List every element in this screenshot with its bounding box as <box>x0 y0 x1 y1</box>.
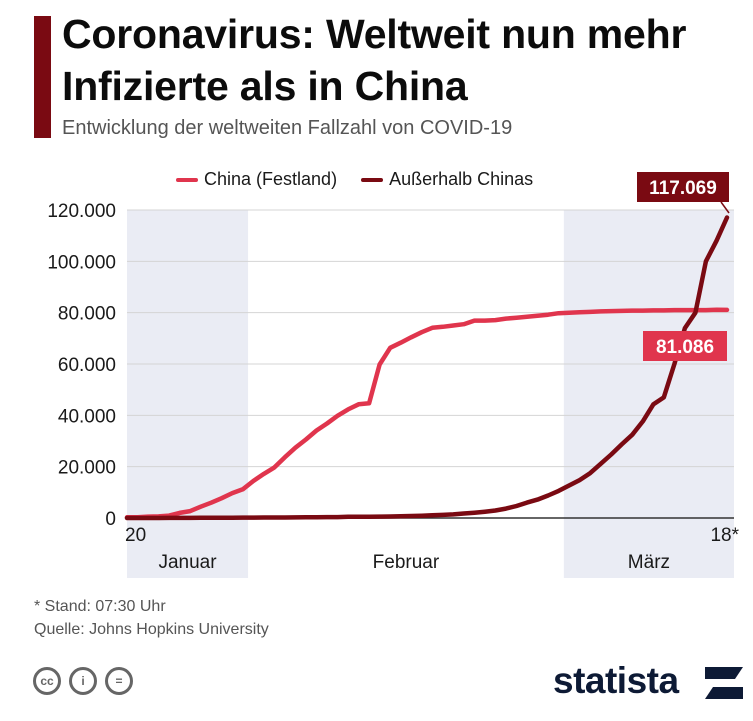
end-label-leader <box>720 201 730 214</box>
nd-icon: = <box>105 667 133 695</box>
statista-logo-icon <box>705 667 743 699</box>
brand-logo: statista <box>553 660 679 701</box>
legend: China (Festland) Außerhalb Chinas <box>176 169 533 190</box>
month-band-januar <box>127 210 249 578</box>
license-icons: cc i = <box>33 667 133 695</box>
line-chart: 0 20.000 40.000 60.000 80.000 100.000 120.000 2… <box>47 172 740 578</box>
footnote-source: Quelle: Johns Hopkins University <box>34 621 269 638</box>
legend-swatch-china <box>176 177 198 182</box>
end-label-outside-box <box>637 172 729 202</box>
month-band-maerz <box>563 210 734 578</box>
month-label: März <box>628 552 670 573</box>
series-line-outside <box>124 215 730 521</box>
y-tick-label: 60.000 <box>58 355 116 376</box>
y-tick-label: 80.000 <box>58 304 116 325</box>
y-tick-label: 20.000 <box>58 458 116 479</box>
by-icon: i <box>69 667 97 695</box>
accent-bar <box>34 16 51 138</box>
legend-label-outside: Außerhalb Chinas <box>389 169 534 189</box>
legend-item-china: China (Festland) <box>176 169 337 190</box>
end-label-outside: 117.069 <box>649 178 717 199</box>
legend-label-china: China (Festland) <box>204 169 338 189</box>
footnote-stand: * Stand: 07:30 Uhr <box>34 598 166 615</box>
y-tick-label: 100.000 <box>47 252 116 273</box>
page-title: Coronavirus: Weltweit nun mehr Infiziert… <box>62 11 687 109</box>
series-line-china <box>124 307 730 520</box>
end-label-china: 81.086 <box>656 337 714 358</box>
month-label: Februar <box>373 552 440 573</box>
cc-icon: cc <box>33 667 61 695</box>
x-tick-label: 20 <box>125 525 146 546</box>
y-tick-label: 40.000 <box>58 406 116 427</box>
x-tick-label: 18* <box>710 525 739 546</box>
page-subtitle: Entwicklung der weltweiten Fallzahl von … <box>62 117 513 139</box>
legend-item-outside: Außerhalb Chinas <box>361 169 533 190</box>
y-tick-label: 0 <box>105 509 116 530</box>
end-label-china-box <box>643 331 727 361</box>
y-tick-label: 120.000 <box>47 201 116 222</box>
legend-swatch-outside <box>361 177 384 182</box>
month-label: Januar <box>158 552 217 573</box>
